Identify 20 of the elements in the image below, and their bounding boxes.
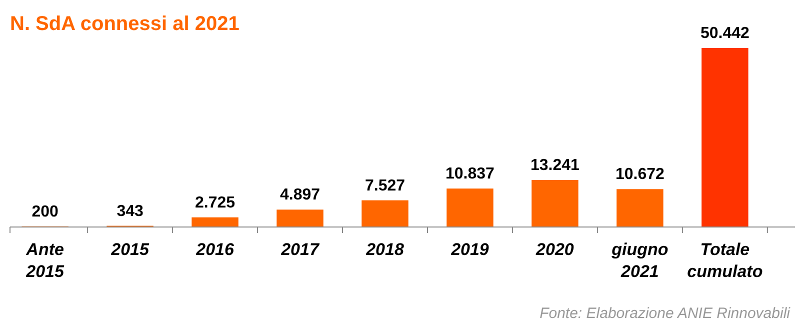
- data-label: 4.897: [280, 186, 320, 204]
- x-tick-label: 2018: [365, 240, 404, 259]
- data-label: 10.837: [446, 166, 495, 183]
- x-tick-label: Ante 2015: [25, 240, 65, 281]
- data-label: 50.442: [700, 25, 750, 42]
- x-tick-label: 2020: [535, 240, 574, 259]
- data-label: 10.672: [615, 166, 665, 184]
- data-label: 200: [32, 203, 59, 220]
- source-note: Fonte: Elaborazione ANIE Rinnovabili: [540, 305, 791, 322]
- chart-title: N. SdA connessi al 2021: [10, 13, 240, 35]
- data-label: 7.527: [364, 177, 406, 194]
- x-tick-label: 2015: [110, 240, 150, 259]
- data-label: 343: [116, 202, 144, 220]
- x-tick-label: 2019: [450, 240, 490, 259]
- x-tick-label: giugno 2021: [610, 240, 668, 281]
- data-label: 2.725: [195, 194, 236, 212]
- data-label: 13.241: [530, 157, 580, 174]
- x-tick-label: Totale cumulato: [687, 240, 763, 281]
- x-tick-label: 2016: [195, 240, 234, 259]
- x-tick-label: 2017: [280, 240, 320, 259]
